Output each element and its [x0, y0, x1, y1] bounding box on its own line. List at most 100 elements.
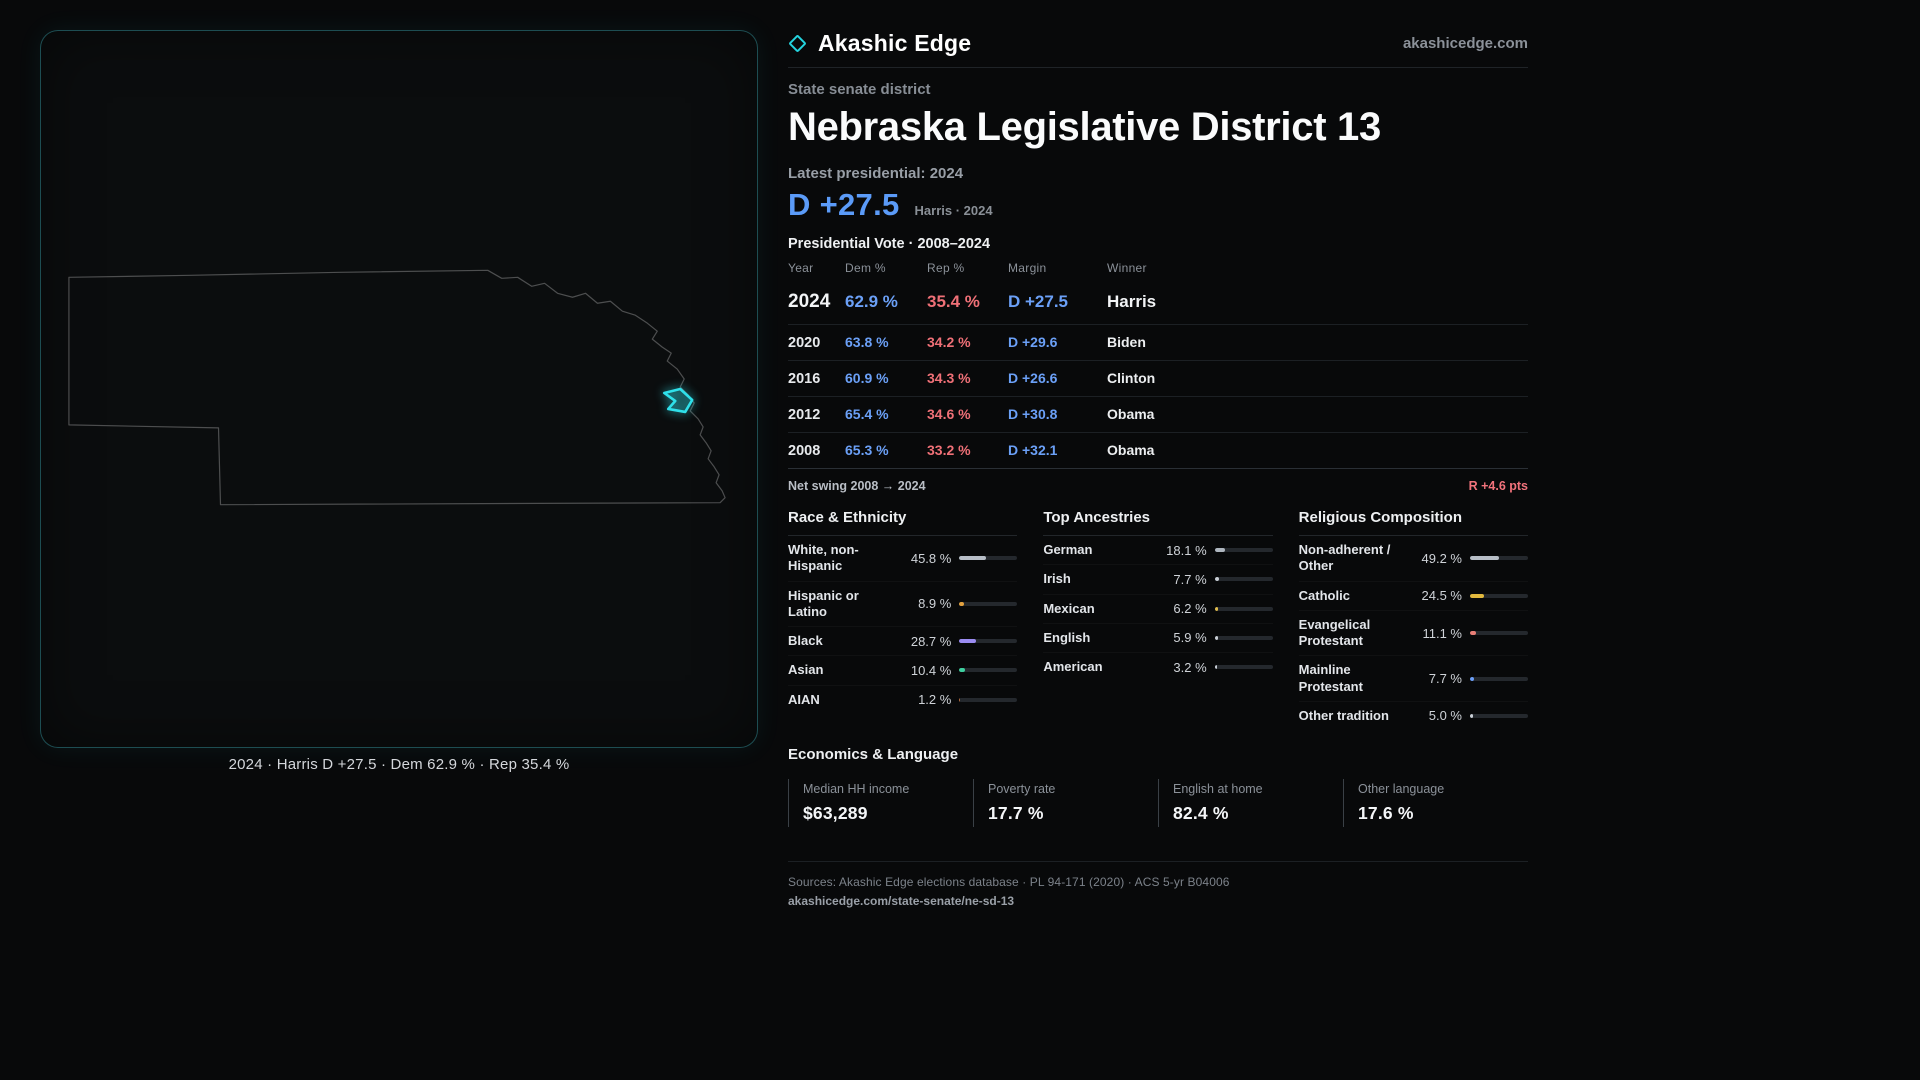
stat-median-hh-income: Median HH income $63,289: [788, 779, 973, 827]
demo-value: 28.7 %: [910, 633, 952, 649]
mini-bar: [959, 668, 1018, 673]
nebraska-state-outline: [68, 269, 726, 506]
cell-year: 2020: [788, 335, 821, 351]
list-item: AIAN 1.2 %: [788, 686, 1018, 714]
footer: Sources: Akashic Edge elections database…: [788, 861, 1528, 910]
mini-bar: [959, 556, 1018, 561]
stat-label: Other language: [1358, 782, 1445, 796]
list-item: Mexican 6.2 %: [1043, 595, 1273, 624]
demo-label: Irish: [1043, 571, 1071, 587]
demo-value: 1.2 %: [918, 692, 952, 708]
demo-value: 45.8 %: [910, 550, 952, 566]
economics-language-header: Economics & Language: [788, 746, 959, 763]
mini-bar: [1214, 606, 1273, 611]
cell-winner: Harris: [1107, 292, 1157, 311]
district-map-panel: [40, 30, 758, 748]
stat-value: 82.4 %: [1173, 803, 1229, 823]
stat-label: English at home: [1173, 782, 1263, 796]
demo-value: 3.2 %: [1173, 659, 1207, 675]
cell-dem-pct: 65.3 %: [845, 442, 889, 458]
demo-value: 11.1 %: [1422, 625, 1462, 641]
list-item: Asian 10.4 %: [788, 656, 1018, 685]
net-swing-row: Net swing 2008 → 2024 R +4.6 pts: [788, 469, 1528, 501]
mini-bar: [1469, 556, 1528, 561]
cell-margin: D +29.6: [1008, 334, 1058, 350]
stat-value: $63,289: [803, 803, 868, 823]
demo-label: Hispanic or Latino: [788, 587, 859, 619]
page-title: Nebraska Legislative District 13: [788, 105, 1381, 149]
canonical-url-link[interactable]: akashicedge.com/state-senate/ne-sd-13: [788, 894, 1015, 908]
net-swing-value: R +4.6 pts: [1468, 479, 1528, 493]
demo-label: Black: [788, 633, 823, 648]
mini-bar: [1214, 548, 1273, 553]
list-item: Other tradition 5.0 %: [1299, 702, 1528, 730]
headline-margin-row: D +27.5 Harris · 2024: [788, 187, 1528, 223]
cell-year: 2012: [788, 407, 821, 423]
column-header-winner: Winner: [1107, 261, 1147, 275]
demo-value: 8.9 %: [918, 596, 952, 612]
cell-margin: D +26.6: [1008, 370, 1058, 386]
demo-label: Non-adherent / Other: [1298, 542, 1391, 574]
demo-label: Mainline Protestant: [1298, 662, 1363, 694]
demo-label: German: [1043, 542, 1093, 557]
headline-margin-context: Harris · 2024: [914, 203, 993, 218]
header-divider: [788, 67, 1528, 68]
list-item: Black 28.7 %: [788, 627, 1018, 656]
list-item: Mainline Protestant 7.7 %: [1299, 656, 1528, 702]
demo-label: American: [1043, 659, 1103, 674]
demographics-section: Race & Ethnicity White, non-Hispanic 45.…: [788, 503, 1528, 730]
demo-value: 18.1 %: [1166, 542, 1207, 558]
list-item: Hispanic or Latino 8.9 %: [788, 582, 1018, 628]
cell-winner: Obama: [1107, 442, 1155, 458]
map-caption: 2024 · Harris D +27.5 · Dem 62.9 % · Rep…: [228, 756, 570, 773]
stat-english-at-home: English at home 82.4 %: [1158, 779, 1343, 827]
demo-label: White, non-Hispanic: [788, 542, 859, 574]
mini-bar: [959, 601, 1018, 606]
cell-rep-pct: 34.2 %: [927, 334, 971, 350]
mini-bar: [1214, 665, 1273, 670]
race-ethnicity-column: Race & Ethnicity White, non-Hispanic 45.…: [788, 503, 1018, 730]
cell-winner: Clinton: [1107, 370, 1156, 386]
brand-header: Akashic Edge akashicedge.com: [788, 28, 1528, 58]
cell-year: 2008: [788, 443, 821, 459]
demo-value: 7.7 %: [1428, 671, 1462, 686]
cell-rep-pct: 33.2 %: [927, 442, 971, 458]
column-header-rep: Rep %: [927, 261, 965, 275]
table-row: 2024 62.9 % 35.4 % D +27.5 Harris: [788, 281, 1528, 325]
list-item: Catholic 24.5 %: [1299, 582, 1528, 611]
list-item: White, non-Hispanic 45.8 %: [788, 536, 1018, 582]
mini-bar: [1469, 631, 1528, 635]
vote-table: Year Dem % Rep % Margin Winner 2024 62.9…: [788, 252, 1528, 469]
cell-dem-pct: 63.8 %: [845, 334, 889, 350]
cell-year: 2024: [788, 291, 831, 312]
cell-rep-pct: 35.4 %: [927, 292, 980, 311]
cell-rep-pct: 34.3 %: [927, 370, 971, 386]
cell-margin: D +30.8: [1008, 406, 1058, 422]
table-row: 2008 65.3 % 33.2 % D +32.1 Obama: [788, 433, 1528, 469]
stat-label: Median HH income: [803, 782, 910, 796]
mini-bar: [1214, 635, 1273, 640]
cell-dem-pct: 65.4 %: [845, 406, 889, 422]
demo-value: 7.7 %: [1173, 571, 1207, 587]
cell-winner: Obama: [1107, 406, 1155, 422]
report-column: Akashic Edge akashicedge.com State senat…: [788, 0, 1528, 910]
cell-winner: Biden: [1107, 334, 1146, 350]
demo-label: Mexican: [1043, 600, 1095, 616]
cell-year: 2016: [788, 371, 821, 387]
mini-bar: [1469, 593, 1528, 598]
list-item: English 5.9 %: [1043, 624, 1273, 653]
column-header-dem: Dem %: [845, 261, 886, 275]
nebraska-map-canvas: [68, 269, 726, 506]
diamond-logo-icon: [788, 33, 807, 53]
brand-domain-link[interactable]: akashicedge.com: [1402, 34, 1528, 52]
stat-other-language: Other language 17.6 %: [1343, 779, 1528, 827]
brand-name: Akashic Edge: [818, 29, 972, 56]
economics-stats-row: Median HH income $63,289 Poverty rate 17…: [788, 779, 1528, 827]
demo-label: Catholic: [1298, 587, 1350, 603]
table-row: 2012 65.4 % 34.6 % D +30.8 Obama: [788, 397, 1528, 433]
stat-label: Poverty rate: [988, 782, 1056, 796]
stat-poverty-rate: Poverty rate 17.7 %: [973, 779, 1158, 827]
demo-value: 10.4 %: [910, 662, 952, 678]
list-item: Irish 7.7 %: [1043, 565, 1273, 594]
column-header-year: Year: [788, 261, 814, 275]
